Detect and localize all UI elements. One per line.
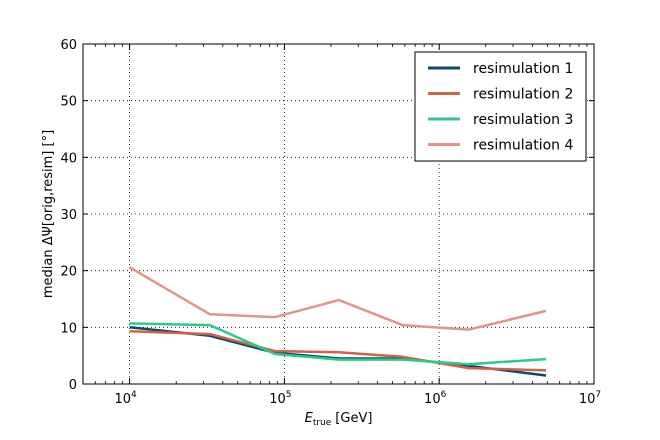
y-tick-label: 40 [60,151,77,166]
legend-label-4: resimulation 4 [473,138,573,154]
y-tick-label: 0 [69,378,77,393]
legend-label-3: resimulation 3 [473,112,573,128]
x-axis-label-unit: [GeV] [335,411,372,426]
y-tick-label: 10 [60,321,77,336]
y-axis-label: median ΔΨ[orig,resim] [°] [41,130,56,298]
legend: resimulation 1 resimulation 2 resimulation… [414,51,587,162]
x-axis-label: Etrue [GeV] [305,411,373,428]
legend-box [414,51,587,162]
y-tick-labels: 0 10 20 30 40 50 60 [60,38,77,393]
x-axis-label-main: E [305,411,314,426]
y-tick-label: 50 [60,95,77,110]
series-line-4 [128,266,547,331]
y-tick-label: 20 [60,265,77,280]
legend-label-2: resimulation 2 [473,87,573,103]
series-lines [128,266,547,377]
x-tick-label: 104 [114,390,137,407]
series-line-2 [129,330,547,372]
series-line-3 [129,322,547,366]
x-tick-label: 106 [424,390,447,407]
y-tick-label: 60 [60,38,77,53]
x-tick-labels: 104 105 106 107 [114,390,601,407]
x-tick-label: 105 [269,390,291,407]
x-axis-label-sub: true [313,418,332,428]
x-tick-label: 107 [579,390,601,407]
y-tick-label: 30 [60,208,77,223]
axis-ticks [83,43,595,385]
legend-label-1: resimulation 1 [473,61,573,77]
